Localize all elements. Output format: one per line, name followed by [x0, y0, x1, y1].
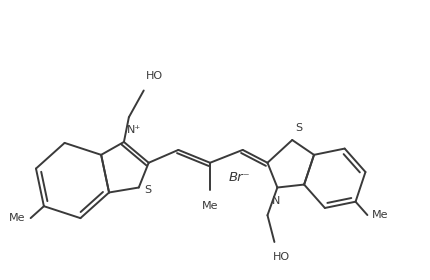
Text: HO: HO	[145, 71, 163, 81]
Text: Br⁻: Br⁻	[227, 171, 249, 184]
Text: Me: Me	[372, 210, 388, 220]
Text: S: S	[144, 185, 151, 195]
Text: S: S	[295, 123, 301, 133]
Text: N: N	[272, 197, 280, 206]
Text: Me: Me	[201, 201, 218, 211]
Text: N⁺: N⁺	[126, 125, 141, 135]
Text: Me: Me	[9, 213, 26, 223]
Text: HO: HO	[272, 252, 289, 262]
